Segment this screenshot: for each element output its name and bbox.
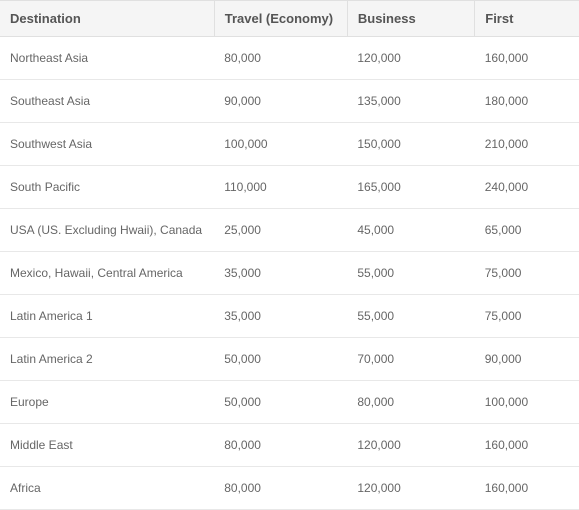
table-row: Mexico, Hawaii, Central America35,00055,…: [0, 252, 579, 295]
cell-destination: Europe: [0, 381, 214, 424]
table-row: Southeast Asia90,000135,000180,000: [0, 80, 579, 123]
column-header-first: First: [475, 1, 579, 37]
table-row: Southwest Asia100,000150,000210,000: [0, 123, 579, 166]
cell-first: 75,000: [475, 295, 579, 338]
cell-business: 120,000: [347, 424, 474, 467]
cell-business: 150,000: [347, 123, 474, 166]
cell-first: 160,000: [475, 37, 579, 80]
cell-destination: Mexico, Hawaii, Central America: [0, 252, 214, 295]
cell-business: 120,000: [347, 37, 474, 80]
table-row: Africa80,000120,000160,000: [0, 467, 579, 510]
cell-first: 160,000: [475, 467, 579, 510]
cell-first: 65,000: [475, 209, 579, 252]
table-row: Middle East80,000120,000160,000: [0, 424, 579, 467]
cell-first: 160,000: [475, 424, 579, 467]
table-row: USA (US. Excluding Hwaii), Canada25,0004…: [0, 209, 579, 252]
cell-economy: 35,000: [214, 295, 347, 338]
cell-first: 240,000: [475, 166, 579, 209]
cell-first: 75,000: [475, 252, 579, 295]
cell-economy: 80,000: [214, 37, 347, 80]
cell-destination: Northeast Asia: [0, 37, 214, 80]
cell-economy: 110,000: [214, 166, 347, 209]
column-header-destination: Destination: [0, 1, 214, 37]
table-row: Latin America 250,00070,00090,000: [0, 338, 579, 381]
cell-destination: Southwest Asia: [0, 123, 214, 166]
table-row: Europe50,00080,000100,000: [0, 381, 579, 424]
cell-destination: Africa: [0, 467, 214, 510]
pricing-table: Destination Travel (Economy) Business Fi…: [0, 0, 579, 510]
cell-destination: South Pacific: [0, 166, 214, 209]
cell-destination: Latin America 1: [0, 295, 214, 338]
cell-business: 55,000: [347, 252, 474, 295]
cell-destination: Southeast Asia: [0, 80, 214, 123]
cell-first: 90,000: [475, 338, 579, 381]
cell-destination: Latin America 2: [0, 338, 214, 381]
cell-economy: 50,000: [214, 338, 347, 381]
cell-first: 180,000: [475, 80, 579, 123]
table-row: South Pacific110,000165,000240,000: [0, 166, 579, 209]
cell-first: 210,000: [475, 123, 579, 166]
cell-destination: USA (US. Excluding Hwaii), Canada: [0, 209, 214, 252]
column-header-economy: Travel (Economy): [214, 1, 347, 37]
cell-business: 135,000: [347, 80, 474, 123]
cell-business: 120,000: [347, 467, 474, 510]
table-row: Northeast Asia80,000120,000160,000: [0, 37, 579, 80]
column-header-business: Business: [347, 1, 474, 37]
cell-economy: 100,000: [214, 123, 347, 166]
cell-economy: 25,000: [214, 209, 347, 252]
table-row: Latin America 135,00055,00075,000: [0, 295, 579, 338]
cell-business: 55,000: [347, 295, 474, 338]
cell-business: 45,000: [347, 209, 474, 252]
table-header: Destination Travel (Economy) Business Fi…: [0, 1, 579, 37]
cell-business: 80,000: [347, 381, 474, 424]
cell-business: 70,000: [347, 338, 474, 381]
cell-economy: 80,000: [214, 467, 347, 510]
cell-economy: 90,000: [214, 80, 347, 123]
cell-first: 100,000: [475, 381, 579, 424]
cell-economy: 50,000: [214, 381, 347, 424]
cell-destination: Middle East: [0, 424, 214, 467]
cell-economy: 35,000: [214, 252, 347, 295]
cell-business: 165,000: [347, 166, 474, 209]
table-body: Northeast Asia80,000120,000160,000Southe…: [0, 37, 579, 510]
cell-economy: 80,000: [214, 424, 347, 467]
